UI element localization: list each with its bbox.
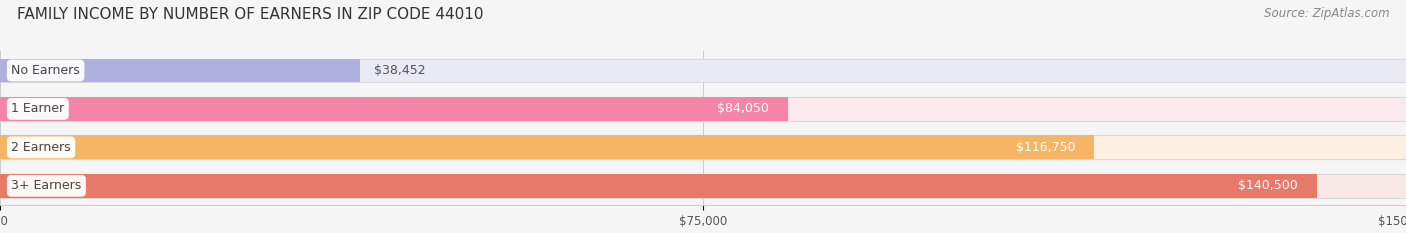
- Text: 3+ Earners: 3+ Earners: [11, 179, 82, 192]
- Bar: [0, 97, 1406, 121]
- Text: $116,750: $116,750: [1017, 141, 1076, 154]
- Bar: [0, 174, 1317, 198]
- Bar: [0, 135, 1094, 159]
- Bar: [0, 58, 1406, 82]
- Text: Source: ZipAtlas.com: Source: ZipAtlas.com: [1264, 7, 1389, 20]
- Bar: [0, 174, 1406, 198]
- Text: 2 Earners: 2 Earners: [11, 141, 70, 154]
- Text: 1 Earner: 1 Earner: [11, 103, 65, 115]
- Text: $84,050: $84,050: [717, 103, 769, 115]
- Bar: [0, 97, 787, 121]
- Text: $140,500: $140,500: [1239, 179, 1298, 192]
- Text: FAMILY INCOME BY NUMBER OF EARNERS IN ZIP CODE 44010: FAMILY INCOME BY NUMBER OF EARNERS IN ZI…: [17, 7, 484, 22]
- Text: No Earners: No Earners: [11, 64, 80, 77]
- Bar: [0, 135, 1406, 159]
- Bar: [0, 58, 360, 82]
- Text: $38,452: $38,452: [374, 64, 426, 77]
